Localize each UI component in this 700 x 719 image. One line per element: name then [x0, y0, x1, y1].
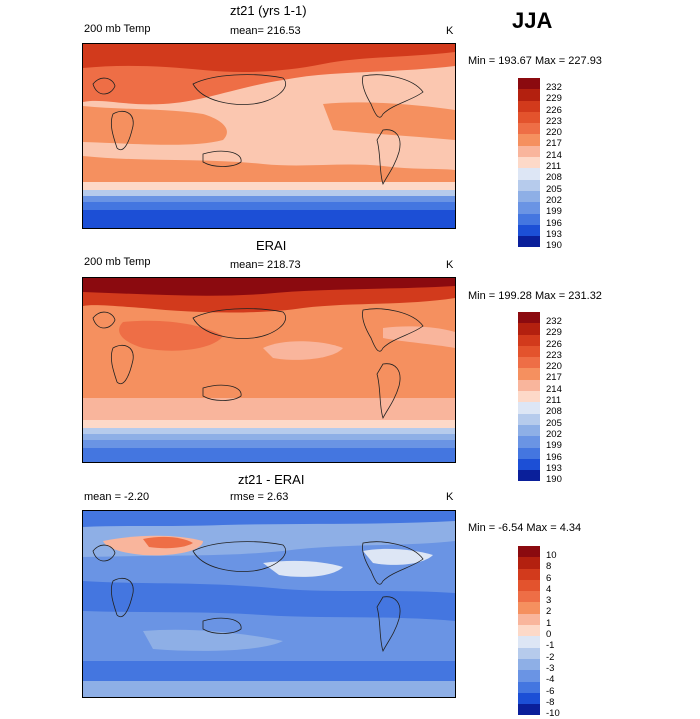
colorbar-tick: -2 [546, 651, 555, 663]
colorbar-tick: 220 [546, 361, 562, 373]
colorbar-tick: 232 [546, 82, 562, 93]
colorbar-tick: 229 [546, 93, 562, 105]
colorbar-tick: 199 [546, 206, 562, 218]
panel2-title: ERAI [256, 238, 287, 253]
panel2-variable-label: 200 mb Temp [84, 256, 151, 268]
season-label: JJA [512, 8, 553, 33]
colorbar-tick: 2 [546, 606, 552, 618]
colorbar-tick: 199 [546, 440, 562, 452]
colorbar-tick: 0 [546, 629, 552, 641]
colorbar-tick: 211 [546, 161, 562, 173]
panel1-variable-label: 200 mb Temp [84, 23, 151, 35]
colorbar-tick: 217 [546, 372, 562, 384]
colorbar-tick: -8 [546, 696, 555, 708]
panel3-range: Min = -6.54 Max = 4.34 [468, 522, 582, 534]
colorbar-tick: 196 [546, 217, 562, 229]
panel2-colorbar-labels: 232 229 226 223 220 217 214 211 208 205 … [546, 316, 562, 485]
colorbar-tick: 226 [546, 104, 562, 116]
colorbar-tick: 211 [546, 395, 562, 407]
colorbar-tick: 226 [546, 338, 562, 350]
panel3-map [82, 510, 456, 698]
colorbar-tick: 6 [546, 572, 552, 584]
panel1-title: zt21 (yrs 1-1) [230, 3, 307, 18]
panel3-mean: mean = -2.20 [84, 491, 150, 503]
colorbar-tick: 214 [546, 383, 562, 395]
colorbar-tick: 1 [546, 617, 552, 629]
colorbar-tick: 223 [546, 115, 562, 127]
panel2-range: Min = 199.28 Max = 231.32 [468, 290, 602, 302]
colorbar-tick: 196 [546, 451, 562, 463]
panel1-range: Min = 193.67 Max = 227.93 [468, 55, 602, 67]
panel3-rmse: rmse = 2.63 [230, 491, 289, 503]
colorbar-tick: 208 [546, 406, 562, 418]
colorbar-tick: -1 [546, 640, 555, 652]
colorbar-tick: -3 [546, 662, 555, 674]
colorbar-tick: 205 [546, 417, 562, 429]
colorbar-tick: -10 [546, 708, 560, 719]
panel2-map [82, 277, 456, 463]
colorbar-tick: 4 [546, 583, 552, 595]
colorbar-tick: 3 [546, 595, 552, 607]
panel3-colorbar-labels: 10 8 6 4 3 2 1 0 -1 -2 -3 -4 -6 -8 -10 [546, 550, 560, 719]
panel3-colorbar [518, 546, 540, 716]
colorbar-tick: 8 [546, 561, 552, 573]
colorbar-tick: 202 [546, 428, 562, 440]
colorbar-tick: 190 [546, 240, 562, 252]
panel3-unit: K [446, 491, 454, 503]
colorbar-tick: 208 [546, 172, 562, 184]
colorbar-tick: 205 [546, 183, 562, 195]
colorbar-tick: 193 [546, 228, 562, 240]
colorbar-tick: 10 [546, 550, 557, 561]
colorbar-tick: 220 [546, 127, 562, 139]
panel1-unit: K [446, 25, 454, 37]
panel1-map [82, 43, 456, 229]
colorbar-tick: 223 [546, 349, 562, 361]
colorbar-tick: 217 [546, 138, 562, 150]
colorbar-tick: 214 [546, 149, 562, 161]
colorbar-tick: -6 [546, 685, 555, 697]
colorbar-tick: 232 [546, 316, 562, 327]
panel2-unit: K [446, 259, 454, 271]
panel2-mean: mean= 218.73 [230, 259, 301, 271]
panel1-mean: mean= 216.53 [230, 25, 301, 37]
colorbar-tick: 229 [546, 327, 562, 339]
panel1-colorbar [518, 78, 540, 248]
colorbar-tick: -4 [546, 674, 555, 686]
colorbar-tick: 193 [546, 462, 562, 474]
colorbar-tick: 190 [546, 474, 562, 486]
colorbar-tick: 202 [546, 194, 562, 206]
panel3-title: zt21 - ERAI [238, 472, 305, 487]
panel1-colorbar-labels: 232 229 226 223 220 217 214 211 208 205 … [546, 82, 562, 251]
panel2-colorbar [518, 312, 540, 482]
